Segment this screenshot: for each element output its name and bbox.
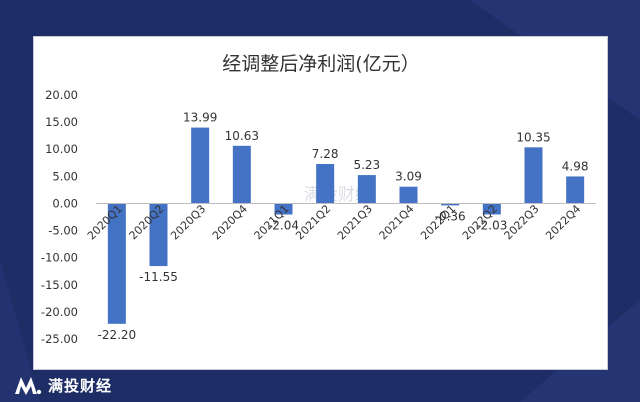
bar [482, 203, 501, 215]
data-label: 5.23 [353, 158, 380, 172]
bar [316, 163, 335, 204]
y-tick-label: 20.00 [45, 88, 78, 102]
bar [566, 176, 585, 204]
brand-name: 满投财经 [48, 376, 113, 395]
bar [357, 175, 376, 204]
data-label: 10.63 [225, 129, 259, 143]
data-label: 7.28 [312, 147, 339, 161]
x-tick-label: 2021Q4 [377, 202, 417, 242]
data-label: -11.55 [139, 270, 178, 284]
bar [441, 203, 460, 206]
bar-chart: 经调整后净利润(亿元） 满投财经 20.0015.0010.005.000.00… [41, 53, 596, 346]
x-tick-label: 2021Q2 [293, 202, 333, 242]
y-tick-label: -15.00 [41, 278, 78, 292]
data-label: 13.99 [183, 111, 217, 125]
y-tick-label: -25.00 [41, 332, 78, 346]
bar [232, 145, 251, 204]
x-tick-label: 2020Q4 [210, 202, 250, 242]
data-label: -0.36 [435, 209, 466, 223]
bar [149, 203, 168, 267]
y-tick-label: 0.00 [52, 196, 78, 210]
y-tick-label: 5.00 [52, 169, 78, 183]
x-tick-label: 2022Q4 [543, 202, 583, 242]
x-tick-label: 2021Q3 [335, 202, 375, 242]
data-label: 3.09 [395, 170, 422, 184]
bar [399, 186, 418, 204]
y-tick-label: -5.00 [48, 224, 78, 238]
data-label: -2.03 [476, 218, 507, 232]
chart-panel: 经调整后净利润(亿元） 满投财经 20.00 15.00 10.00 5.00 0.00… [33, 36, 608, 370]
x-tick-label: 2020Q3 [168, 202, 208, 242]
x-tick-label: 2022Q3 [502, 202, 542, 242]
bar [274, 203, 293, 215]
y-tick-label: 10.00 [45, 142, 78, 156]
data-label: -22.20 [97, 328, 136, 342]
bar [524, 147, 543, 204]
brand-logo-icon [15, 377, 42, 395]
chart-title: 经调整后净利润(亿元） [222, 53, 419, 75]
bar [191, 127, 210, 204]
y-tick-label: -20.00 [41, 305, 78, 319]
y-tick-label: -10.00 [41, 251, 78, 265]
data-label: 10.35 [516, 130, 550, 144]
data-label: -2.04 [268, 219, 299, 233]
data-label: 4.98 [562, 159, 589, 173]
y-tick-label: 15.00 [45, 115, 78, 129]
bar [107, 203, 126, 324]
footer-brand: 满投财经 [14, 372, 112, 398]
